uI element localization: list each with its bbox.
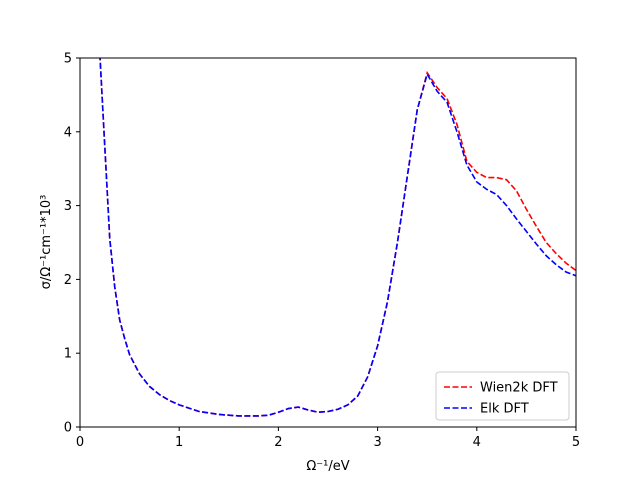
plot-frame	[79, 57, 577, 428]
legend-label-0: Wien2k DFT	[480, 381, 558, 396]
x-tick-label: 2	[274, 435, 282, 450]
y-tick-label: 5	[64, 52, 72, 67]
y-tick-label: 0	[64, 421, 72, 436]
legend: Wien2k DFT Elk DFT	[435, 371, 570, 421]
x-axis-label: Ω⁻¹/eV	[306, 459, 349, 474]
y-tick-label: 2	[64, 273, 72, 288]
y-tick-label: 3	[64, 199, 72, 214]
y-axis-label: σ/Ω⁻¹cm⁻¹*10³	[39, 195, 54, 290]
y-tick-label: 4	[64, 125, 72, 140]
x-tick-label: 1	[175, 435, 183, 450]
x-tick-label: 0	[76, 435, 84, 450]
y-tick-label: 1	[64, 347, 72, 362]
x-tick-label: 4	[473, 435, 481, 450]
series-line-0	[99, 58, 576, 417]
legend-box	[435, 371, 570, 421]
y-ticks: 0 1 2 3 4 5	[64, 52, 80, 436]
legend-label-1: Elk DFT	[480, 402, 529, 417]
x-ticks: 0 1 2 3 4 5	[76, 427, 580, 450]
x-tick-label: 5	[572, 435, 580, 450]
series-layer	[99, 58, 576, 417]
series-line-1	[99, 58, 576, 417]
x-tick-label: 3	[373, 435, 381, 450]
